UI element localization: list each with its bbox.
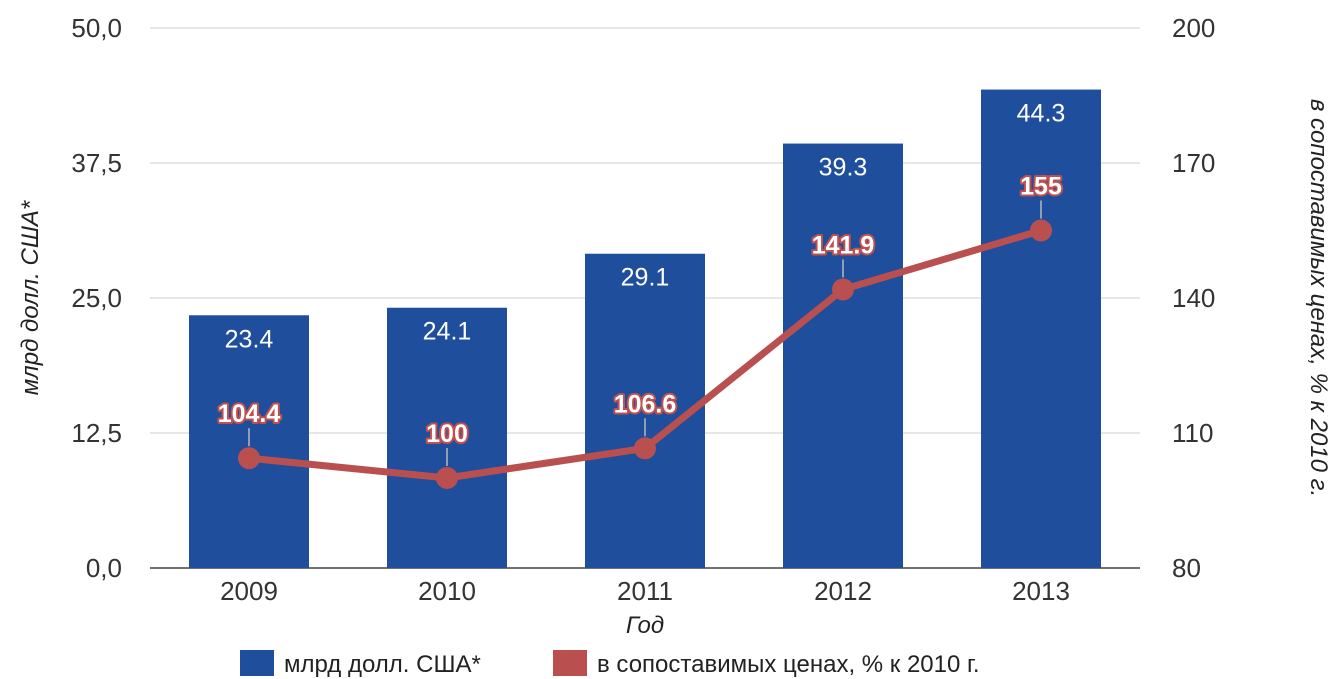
bar — [783, 143, 903, 568]
legend-swatch-line — [553, 650, 587, 676]
x-tick-label: 2011 — [617, 576, 673, 606]
y-tick-label-right: 80 — [1172, 553, 1201, 583]
y-tick-label-right: 110 — [1172, 418, 1213, 448]
line-point — [832, 278, 854, 301]
bar-value-label: 24.1 — [423, 318, 472, 346]
legend: млрд долл. США* в сопоставимых ценах, % … — [240, 650, 980, 678]
line-value-label: 106.6 — [614, 390, 677, 418]
line-point — [436, 467, 458, 489]
legend-label-line: в сопоставимых ценах, % к 2010 г. — [597, 651, 980, 678]
line-point — [1030, 219, 1052, 242]
line-value-label: 104.4 — [218, 400, 281, 428]
legend-label-bar: млрд долл. США* — [284, 651, 481, 678]
bar-value-label: 39.3 — [819, 154, 868, 182]
x-axis-ticks: 2009 2010 2011 2012 2013 — [220, 576, 1070, 606]
y-tick-label-left: 50,0 — [71, 13, 122, 43]
x-tick-label: 2009 — [220, 576, 278, 606]
left-axis-ticks: 0,0 12,5 25,0 37,5 50,0 — [71, 13, 122, 583]
y-tick-label-left: 37,5 — [71, 148, 122, 178]
y-tick-label-right: 170 — [1172, 148, 1215, 178]
bar-value-label: 23.4 — [225, 325, 274, 353]
right-axis-ticks: 80 110 140 170 200 — [1172, 13, 1215, 583]
bar-series: 23.4 24.1 29.1 39.3 44.3 — [189, 89, 1101, 568]
y-tick-label-left: 0,0 — [86, 553, 122, 583]
x-tick-label: 2013 — [1012, 576, 1070, 606]
bar — [585, 253, 705, 568]
x-tick-label: 2012 — [814, 576, 872, 606]
x-axis-title: Год — [626, 612, 664, 639]
line-value-label: 141.9 — [812, 231, 875, 259]
y-tick-label-right: 200 — [1172, 13, 1215, 43]
bar-value-label: 29.1 — [621, 264, 670, 292]
legend-swatch-bar — [240, 650, 274, 676]
bar — [981, 89, 1101, 568]
line-point — [238, 447, 260, 470]
y-tick-label-left: 25,0 — [71, 283, 122, 313]
y-axis-title-right: в сопоставимых ценах, % к 2010 г. — [1305, 99, 1328, 497]
y-tick-label-left: 12,5 — [71, 418, 122, 448]
x-tick-label: 2010 — [418, 576, 476, 606]
bar-value-label: 44.3 — [1017, 100, 1066, 128]
y-tick-label-right: 140 — [1172, 283, 1215, 313]
line-value-label: 155 — [1020, 173, 1062, 201]
bar — [387, 307, 507, 568]
y-axis-title-left: млрд долл. США* — [17, 200, 44, 395]
line-point — [634, 437, 656, 460]
line-value-label: 100 — [426, 420, 468, 448]
line-series: 104.4 100 106.6 141.9 155 — [216, 171, 1064, 489]
